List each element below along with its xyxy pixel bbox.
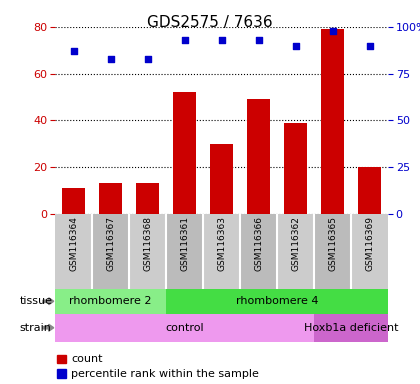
Text: GSM116369: GSM116369 bbox=[365, 216, 374, 271]
Text: GSM116368: GSM116368 bbox=[143, 216, 152, 271]
Bar bbox=[129, 214, 166, 289]
Text: strain: strain bbox=[19, 323, 51, 333]
Point bbox=[181, 37, 188, 43]
Text: GSM116362: GSM116362 bbox=[291, 216, 300, 271]
Bar bbox=[55, 214, 92, 289]
Text: Hoxb1a deficient: Hoxb1a deficient bbox=[304, 323, 398, 333]
Text: GSM116367: GSM116367 bbox=[106, 216, 115, 271]
Point bbox=[366, 43, 373, 49]
Bar bbox=[63, 188, 84, 214]
Point bbox=[107, 56, 114, 62]
Bar bbox=[359, 167, 381, 214]
Point bbox=[144, 56, 151, 62]
Text: tissue: tissue bbox=[19, 296, 52, 306]
Bar bbox=[277, 214, 314, 289]
Point bbox=[70, 48, 77, 54]
Bar bbox=[247, 99, 270, 214]
Text: count: count bbox=[71, 354, 103, 364]
Text: GSM116361: GSM116361 bbox=[180, 216, 189, 271]
Bar bbox=[166, 214, 203, 289]
Point bbox=[218, 37, 225, 43]
Bar bbox=[351, 214, 388, 289]
Bar bbox=[321, 29, 344, 214]
Point bbox=[255, 37, 262, 43]
Text: GSM116363: GSM116363 bbox=[217, 216, 226, 271]
Text: rhombomere 2: rhombomere 2 bbox=[69, 296, 152, 306]
Bar bbox=[92, 214, 129, 289]
Text: GSM116365: GSM116365 bbox=[328, 216, 337, 271]
Bar bbox=[314, 214, 351, 289]
Bar bbox=[210, 144, 233, 214]
Bar bbox=[173, 92, 196, 214]
Point bbox=[329, 28, 336, 34]
Bar bbox=[203, 214, 240, 289]
Bar bbox=[240, 214, 277, 289]
Bar bbox=[284, 123, 307, 214]
Bar bbox=[100, 184, 122, 214]
Text: control: control bbox=[165, 323, 204, 333]
Text: GDS2575 / 7636: GDS2575 / 7636 bbox=[147, 15, 273, 30]
Text: GSM116366: GSM116366 bbox=[254, 216, 263, 271]
Text: GSM116364: GSM116364 bbox=[69, 216, 78, 271]
Text: rhombomere 4: rhombomere 4 bbox=[236, 296, 318, 306]
Bar bbox=[136, 184, 159, 214]
Text: percentile rank within the sample: percentile rank within the sample bbox=[71, 369, 259, 379]
Point bbox=[292, 43, 299, 49]
